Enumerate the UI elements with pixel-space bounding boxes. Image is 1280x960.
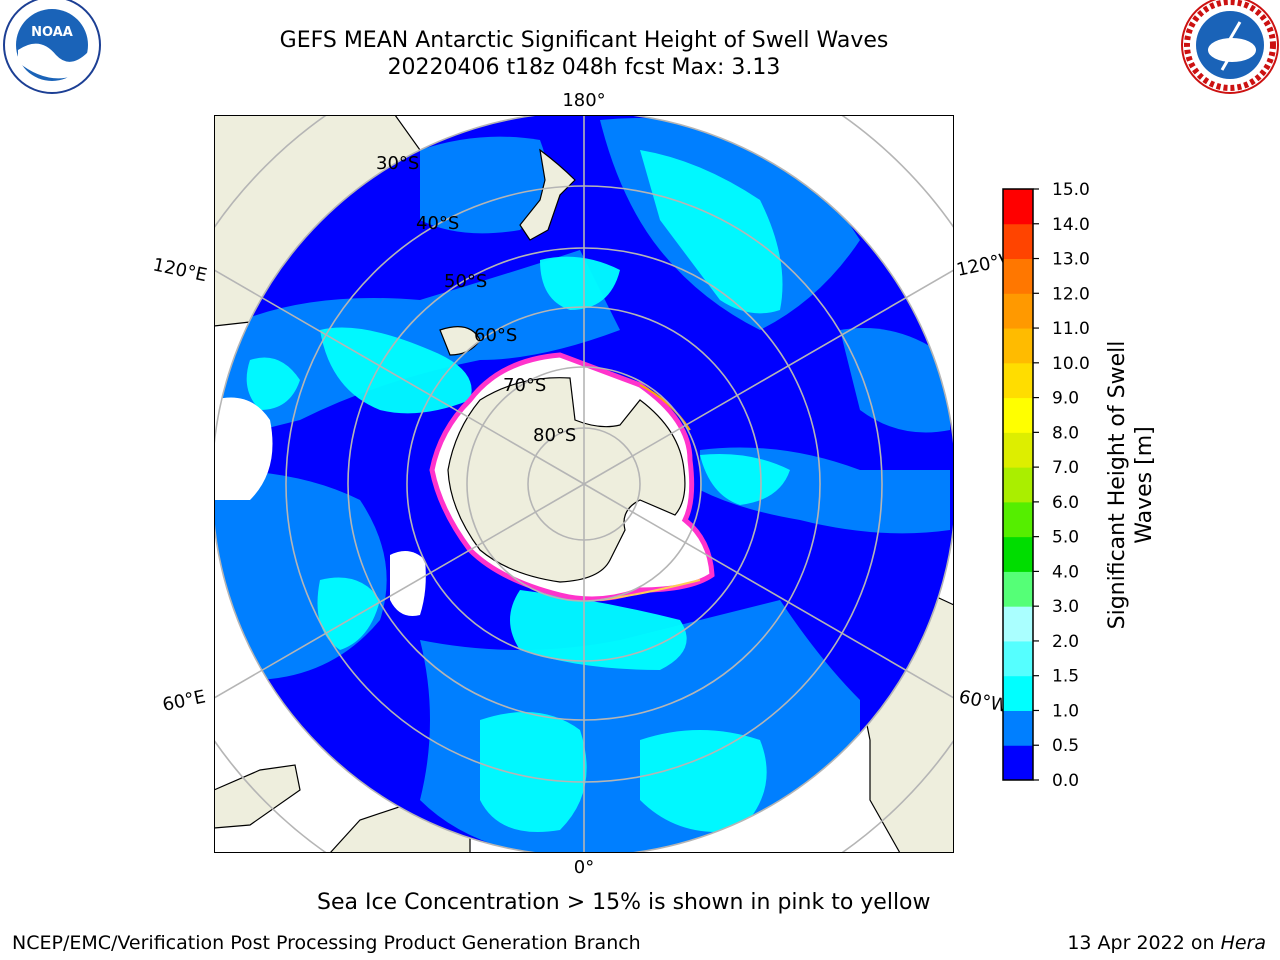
- footer-right: 13 Apr 2022 on Hera: [1067, 932, 1266, 954]
- colorbar-tick-label: 5.0: [1052, 528, 1079, 548]
- colorbar-segment: [1003, 467, 1033, 503]
- colorbar-segment: [1003, 571, 1033, 607]
- lon-label-60w: 60°W: [957, 686, 1010, 717]
- lat-label-50s: 50°S: [444, 271, 487, 292]
- colorbar-segment: [1003, 501, 1033, 538]
- colorbar-tick-label: 12.0: [1052, 284, 1090, 304]
- colorbar-segment: [1003, 536, 1033, 572]
- colorbar-tick-label: 9.0: [1052, 389, 1079, 409]
- lon-label-0: 0°: [574, 857, 594, 878]
- colorbar-tick-label: 15.0: [1052, 180, 1090, 200]
- colorbar-tick-label: 3.0: [1052, 597, 1079, 617]
- colorbar: 0.0 0.5 1.0 1.5 2.0 3.0 4.0 5.0 6.0 7.0 8.0 9.0 10.0…: [1002, 180, 1157, 791]
- colorbar-segment: [1003, 258, 1033, 294]
- lon-label-180: 180°: [562, 90, 605, 111]
- colorbar-segment: [1003, 640, 1033, 677]
- chart-title: GEFS MEAN Antarctic Significant Height o…: [279, 28, 889, 53]
- antarctica: [447, 377, 686, 583]
- colorbar-label-line2: Waves [m]: [1132, 426, 1157, 543]
- noaa-logo: NOAA: [3, 0, 101, 94]
- lat-label-40s: 40°S: [416, 213, 459, 234]
- colorbar-tick-label: 4.0: [1052, 562, 1079, 582]
- colorbar-segment: [1003, 397, 1033, 433]
- colorbar-tick-label: 6.0: [1052, 493, 1079, 513]
- colorbar-tick-label: 1.5: [1052, 667, 1079, 687]
- sea-ice-caption: Sea Ice Concentration > 15% is shown in …: [317, 890, 931, 915]
- latitude-labels: 30°S 40°S 50°S 60°S 70°S 80°S: [376, 153, 576, 446]
- noaa-logo-text: NOAA: [31, 25, 73, 40]
- colorbar-tick-label: 0.5: [1052, 736, 1079, 756]
- lon-label-60e: 60°E: [161, 686, 208, 716]
- colorbar-ticks: 0.0 0.5 1.0 1.5 2.0 3.0 4.0 5.0 6.0 7.0 8.0 9.0 10.0…: [1033, 180, 1090, 791]
- colorbar-segment: [1003, 328, 1033, 364]
- colorbar-segments: [1003, 189, 1033, 781]
- colorbar-segment: [1003, 675, 1033, 711]
- colorbar-tick-label: 1.0: [1052, 701, 1079, 721]
- longitude-lines: [214, 115, 954, 853]
- colorbar-tick-label: 13.0: [1052, 250, 1090, 270]
- lat-label-60s: 60°S: [474, 325, 517, 346]
- colorbar-tick-label: 2.0: [1052, 632, 1079, 652]
- colorbar-segment: [1003, 432, 1033, 468]
- colorbar-tick-label: 8.0: [1052, 423, 1079, 443]
- colorbar-segment: [1003, 710, 1033, 746]
- colorbar-label-line1: Significant Height of Swell: [1105, 341, 1130, 630]
- colorbar-segment: [1003, 189, 1033, 225]
- colorbar-segment: [1003, 362, 1033, 399]
- footer-left: NCEP/EMC/Verification Post Processing Pr…: [12, 932, 641, 954]
- colorbar-tick-label: 10.0: [1052, 354, 1090, 374]
- colorbar-tick-label: 11.0: [1052, 319, 1090, 339]
- footer-machine: Hera: [1220, 932, 1266, 954]
- colorbar-tick-label: 0.0: [1052, 771, 1079, 791]
- colorbar-segment: [1003, 606, 1033, 642]
- colorbar-segment: [1003, 293, 1033, 329]
- lat-label-80s: 80°S: [533, 425, 576, 446]
- colorbar-segment: [1003, 745, 1033, 781]
- lon-label-120e: 120°E: [151, 254, 209, 286]
- colorbar-tick-label: 14.0: [1052, 215, 1090, 235]
- colorbar-tick-label: 7.0: [1052, 458, 1079, 478]
- lat-label-30s: 30°S: [376, 153, 419, 174]
- colorbar-segment: [1003, 223, 1033, 260]
- lat-label-70s: 70°S: [503, 375, 546, 396]
- map-area: [214, 115, 954, 853]
- chart-subtitle: 20220406 t18z 048h fcst Max: 3.13: [387, 55, 781, 80]
- footer-date: 13 Apr 2022 on: [1067, 932, 1221, 954]
- nws-logo: [1181, 0, 1279, 94]
